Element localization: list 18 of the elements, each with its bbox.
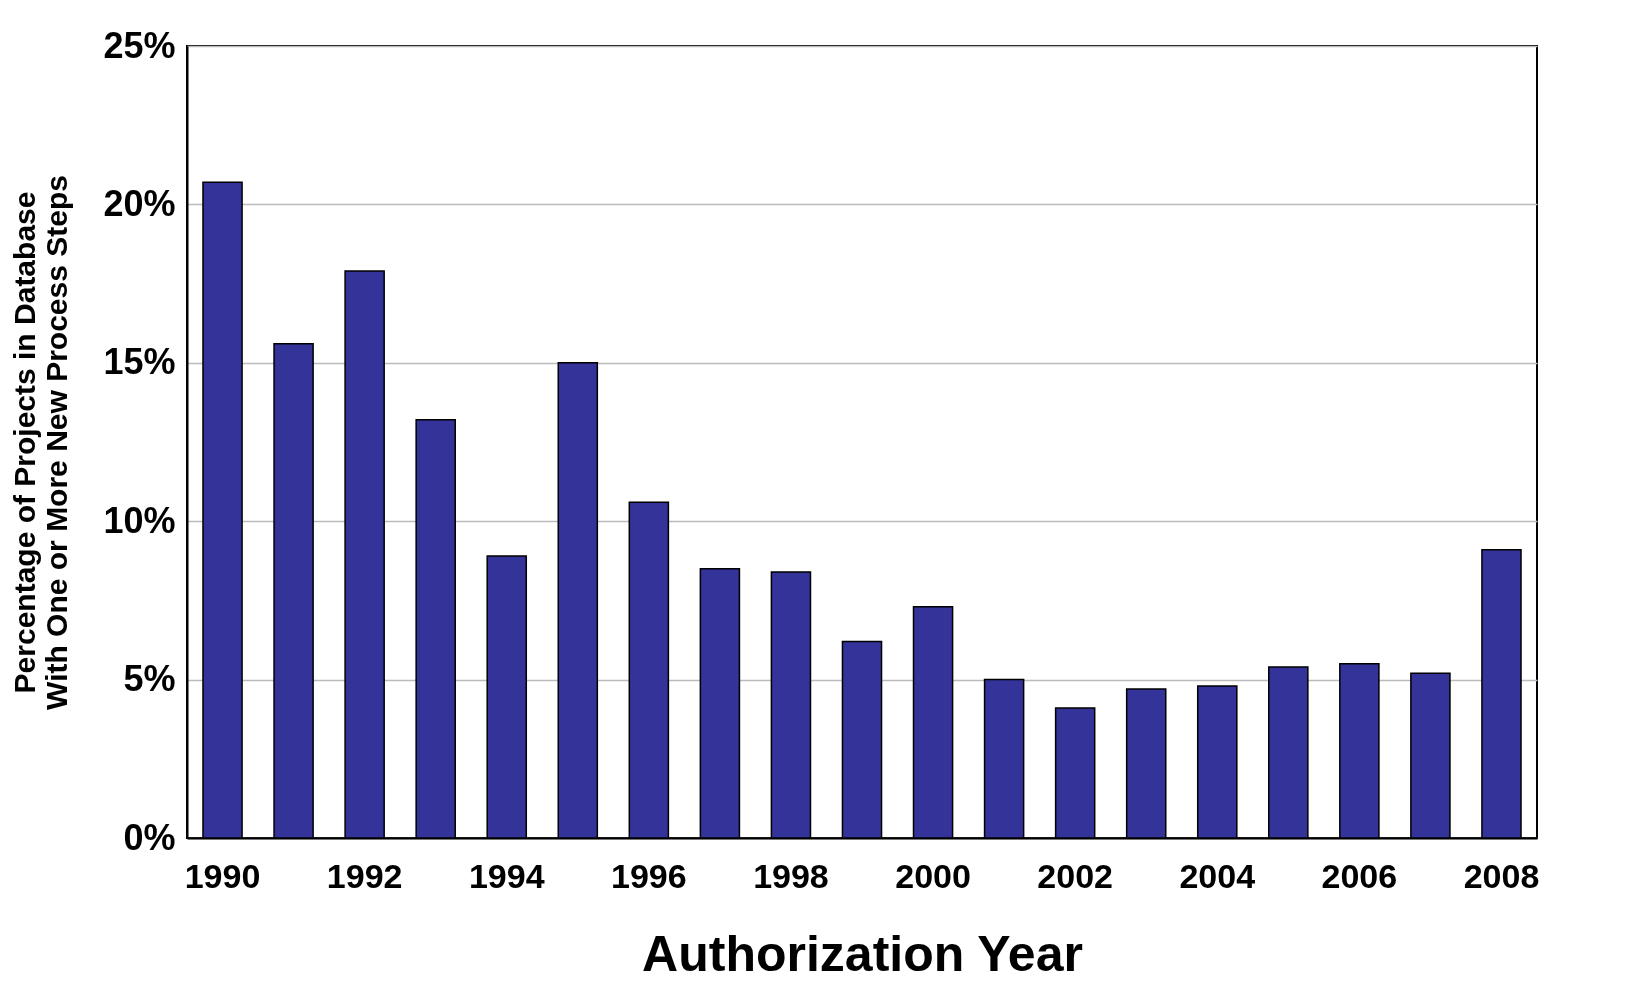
y-tick-label: 15% [103, 341, 176, 383]
y-tick-label: 20% [103, 182, 176, 224]
y-tick-label: 5% [123, 658, 176, 700]
x-tick-label: 2004 [1179, 856, 1256, 895]
x-axis-title: Authorization Year [642, 925, 1083, 982]
y-axis-title: Percentage of Projects in Database With One or More New Process Steps [8, 175, 74, 710]
x-tick-label: 2000 [895, 856, 971, 895]
x-tick-label: 1992 [326, 856, 403, 895]
x-tick-label: 2008 [1463, 856, 1540, 895]
x-tick-label: 1998 [753, 856, 829, 895]
y-tick-label: 25% [103, 24, 176, 66]
y-tick-label: 10% [103, 499, 176, 541]
x-tick-label: 1994 [468, 856, 545, 895]
y-tick-label: 0% [123, 816, 176, 858]
x-tick-label: 2006 [1321, 856, 1398, 895]
x-tick-label: 1996 [611, 856, 687, 895]
x-tick-label: 2002 [1037, 856, 1113, 895]
x-tick-label: 1990 [184, 856, 261, 895]
